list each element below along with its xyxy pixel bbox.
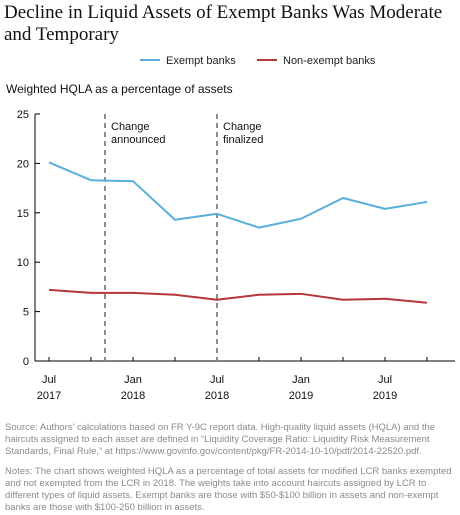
x-tick-label: 2017 (37, 390, 61, 402)
y-tick-label: 25 (17, 109, 29, 121)
chart-notes: Notes: The chart shows weighted HQLA as … (5, 466, 452, 513)
y-tick-label: 5 (23, 307, 29, 319)
legend-item-nonexempt: Non-exempt banks (257, 54, 375, 68)
x-tick-label: Jan (124, 374, 142, 386)
legend-swatch-nonexempt (257, 59, 277, 62)
series-line-nonexempt (48, 288, 428, 304)
annotation-label: Change (223, 121, 262, 133)
source-note: Source: Authors’ calculations based on F… (5, 422, 436, 457)
legend-item-exempt: Exempt banks (140, 54, 236, 68)
x-tick-label: 2019 (373, 390, 397, 402)
y-axis-label: Weighted HQLA as a percentage of assets (6, 82, 233, 96)
x-tick-label: 2018 (205, 390, 229, 402)
chart-title: Decline in Liquid Assets of Exempt Banks… (4, 2, 443, 45)
y-tick-label: 20 (17, 158, 29, 170)
x-tick-label: Jul (210, 374, 224, 386)
series-line-exempt (48, 161, 428, 229)
legend-swatch-exempt (140, 59, 160, 62)
legend: Exempt banks Non-exempt banks (0, 54, 460, 68)
x-tick-label: 2018 (121, 390, 145, 402)
y-tick-label: 15 (17, 208, 29, 220)
y-tick-label: 10 (17, 257, 29, 269)
x-tick-label: Jan (292, 374, 310, 386)
x-tick-label: Jul (378, 374, 392, 386)
annotation-label: announced (111, 134, 165, 146)
y-tick-label: 0 (23, 356, 29, 368)
legend-label-nonexempt: Non-exempt banks (283, 55, 376, 67)
x-tick-label: 2019 (289, 390, 313, 402)
x-tick-label: Jul (42, 374, 56, 386)
annotation-label: finalized (223, 134, 263, 146)
annotation-label: Change (111, 121, 150, 133)
legend-label-exempt: Exempt banks (166, 55, 236, 67)
line-chart: 0 5 10 15 20 25 Jul 2017 Jan 2018 Jul 2018 Jan 2019 J… (17, 109, 455, 402)
